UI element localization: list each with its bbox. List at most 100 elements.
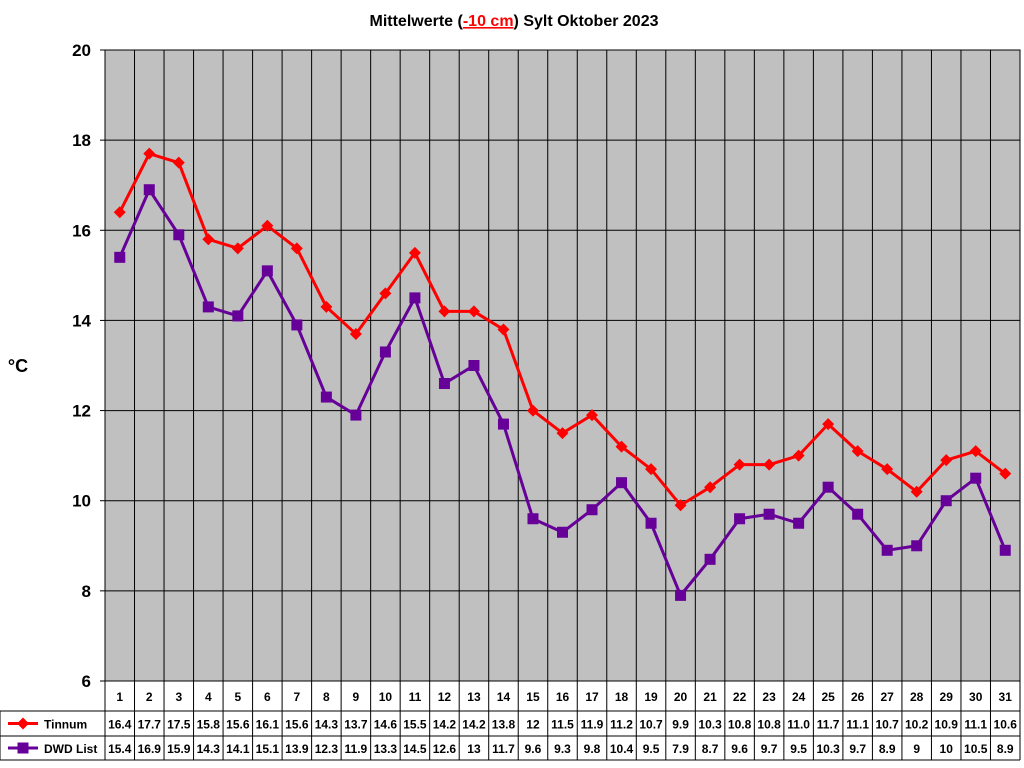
table-value-cell: 10.6 bbox=[994, 718, 1018, 732]
x-category-label: 13 bbox=[467, 690, 481, 704]
table-value-cell: 10.4 bbox=[610, 742, 634, 756]
data-point bbox=[173, 229, 185, 241]
table-value-cell: 15.6 bbox=[285, 718, 309, 732]
table-value-cell: 9.6 bbox=[525, 742, 542, 756]
data-point bbox=[231, 242, 244, 255]
data-point bbox=[349, 327, 362, 340]
data-point bbox=[910, 485, 923, 498]
table-value-cell: 14.5 bbox=[403, 742, 427, 756]
x-category-label: 28 bbox=[910, 690, 924, 704]
data-point bbox=[526, 404, 539, 417]
y-tick-label: 20 bbox=[72, 41, 91, 60]
data-point bbox=[497, 323, 510, 336]
table-value-cell: 10.8 bbox=[757, 718, 781, 732]
data-point bbox=[940, 454, 953, 467]
data-point bbox=[497, 418, 509, 430]
data-point bbox=[556, 427, 569, 440]
table-value-cell: 11.9 bbox=[345, 742, 368, 756]
data-point bbox=[645, 517, 657, 529]
legend-label: DWD List bbox=[44, 742, 97, 756]
table-value-cell: 14.6 bbox=[374, 718, 398, 732]
y-tick-label: 14 bbox=[72, 311, 91, 330]
x-category-label: 22 bbox=[733, 690, 747, 704]
table-value-cell: 10.2 bbox=[905, 718, 929, 732]
x-category-label: 25 bbox=[821, 690, 835, 704]
table-value-cell: 11.2 bbox=[610, 718, 633, 732]
table-value-cell: 16.1 bbox=[256, 718, 280, 732]
x-category-label: 20 bbox=[674, 690, 688, 704]
table-value-cell: 10.3 bbox=[816, 742, 840, 756]
data-point bbox=[379, 346, 391, 358]
data-point bbox=[232, 310, 244, 322]
table-value-cell: 13.7 bbox=[344, 718, 368, 732]
table-value-cell: 9.5 bbox=[790, 742, 807, 756]
chart-title-highlight: -10 cm bbox=[463, 13, 514, 30]
x-category-label: 18 bbox=[615, 690, 629, 704]
data-point bbox=[881, 463, 894, 476]
data-point bbox=[438, 378, 450, 390]
y-tick-label: 8 bbox=[82, 582, 91, 601]
table-value-cell: 8.9 bbox=[879, 742, 896, 756]
x-category-label: 19 bbox=[644, 690, 658, 704]
table-value-cell: 11.7 bbox=[817, 718, 840, 732]
table-value-cell: 13.8 bbox=[492, 718, 516, 732]
table-value-cell: 17.5 bbox=[167, 718, 191, 732]
x-category-label: 2 bbox=[146, 690, 153, 704]
table-value-cell: 9.3 bbox=[554, 742, 571, 756]
data-point bbox=[113, 206, 126, 219]
data-point bbox=[970, 472, 982, 484]
x-category-label: 17 bbox=[585, 690, 599, 704]
table-value-cell: 15.5 bbox=[403, 718, 427, 732]
data-point bbox=[675, 589, 687, 601]
x-category-label: 30 bbox=[969, 690, 983, 704]
x-category-label: 24 bbox=[792, 690, 806, 704]
data-point bbox=[172, 156, 185, 169]
data-point bbox=[822, 481, 834, 493]
data-point bbox=[704, 481, 717, 494]
plot-background bbox=[104, 49, 1021, 682]
data-point bbox=[734, 513, 746, 525]
table-value-cell: 12.6 bbox=[433, 742, 457, 756]
data-point bbox=[527, 513, 539, 525]
data-point bbox=[792, 449, 805, 462]
table-value-cell: 16.9 bbox=[138, 742, 162, 756]
chart-title: Mittelwerte (-10 cm) Sylt Oktober 2023 bbox=[370, 13, 659, 30]
chart-title-after: ) Sylt Oktober 2023 bbox=[514, 13, 659, 30]
data-point bbox=[969, 445, 982, 458]
data-point bbox=[911, 540, 923, 552]
table-value-cell: 15.8 bbox=[197, 718, 221, 732]
table-value-cell: 15.9 bbox=[167, 742, 191, 756]
y-tick-label: 16 bbox=[72, 221, 91, 240]
table-value-cell: 11.0 bbox=[787, 718, 810, 732]
data-point bbox=[114, 251, 126, 263]
table-value-cell: 11.5 bbox=[551, 718, 574, 732]
data-point bbox=[704, 553, 716, 565]
data-point bbox=[674, 499, 687, 512]
data-point bbox=[438, 305, 451, 318]
table-value-cell: 12 bbox=[526, 718, 540, 732]
table-value-cell: 9.8 bbox=[584, 742, 601, 756]
x-category-label: 4 bbox=[205, 690, 212, 704]
data-point bbox=[852, 508, 864, 520]
data-point bbox=[143, 147, 156, 160]
x-category-label: 31 bbox=[999, 690, 1013, 704]
table-value-cell: 14.2 bbox=[462, 718, 486, 732]
x-category-label: 5 bbox=[234, 690, 241, 704]
data-table: 1 2 3 4 5 6 7 8 9 10 11 12 13 14 15 16 17 18 19 20 21 22 23 24 2… bbox=[0, 680, 1020, 761]
table-value-cell: 9 bbox=[913, 742, 920, 756]
x-category-label: 21 bbox=[703, 690, 717, 704]
table-value-cell: 14.1 bbox=[226, 742, 250, 756]
data-point bbox=[291, 319, 303, 331]
data-point bbox=[645, 463, 658, 476]
x-category-label: 14 bbox=[497, 690, 511, 704]
data-point bbox=[881, 544, 893, 556]
x-category-label: 29 bbox=[940, 690, 954, 704]
table-value-cell: 7.9 bbox=[672, 742, 689, 756]
table-value-cell: 15.6 bbox=[226, 718, 250, 732]
data-point bbox=[586, 504, 598, 516]
y-tick-label: 6 bbox=[82, 672, 91, 691]
x-category-label: 26 bbox=[851, 690, 865, 704]
x-category-label: 15 bbox=[526, 690, 540, 704]
x-category-label: 11 bbox=[409, 690, 422, 704]
y-axis-label: °C bbox=[8, 356, 28, 376]
